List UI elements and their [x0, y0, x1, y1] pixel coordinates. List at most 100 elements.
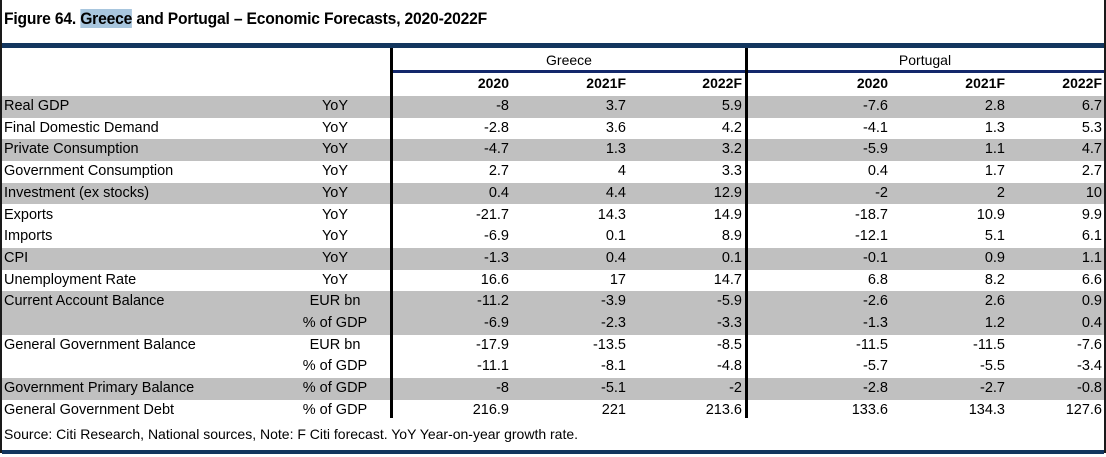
cell-value: -6.9: [484, 315, 509, 331]
row-label: General Government Debt: [4, 401, 175, 418]
cell-value: -4.1: [863, 119, 888, 136]
cell-value: -2: [875, 184, 888, 201]
cell-value: -4.7: [484, 141, 509, 158]
cell-value: 3.3: [721, 163, 742, 180]
cell-value: 134.3: [968, 401, 1005, 418]
cell-value: 2.8: [984, 98, 1005, 114]
cell-value: 5.3: [1081, 119, 1102, 136]
table-row: Current Account Balance EUR bn -11.2 -3.9 -5…: [2, 291, 1104, 313]
row-unit: % of GDP: [302, 315, 368, 331]
table-row: Government Primary Balance % of GDP -8 -5.1…: [2, 378, 1104, 400]
cell-value: 8.2: [984, 271, 1005, 288]
row-label: Private Consumption: [4, 141, 139, 158]
cell-value: 0.4: [1081, 315, 1102, 331]
row-unit: YoY: [321, 249, 349, 266]
table-row: Imports YoY -6.9 0.1 8.9 -12.1 5.1 6.1: [2, 226, 1104, 248]
cell-value: -1.3: [863, 315, 888, 331]
row-label: Current Account Balance: [4, 293, 165, 310]
cell-value: 4.4: [605, 184, 626, 201]
cell-value: -17.9: [475, 336, 509, 353]
cell-value: 4: [617, 163, 626, 180]
cell-value: -5.9: [717, 293, 742, 310]
cell-value: -5.1: [601, 380, 626, 397]
cell-value: -2.7: [980, 380, 1005, 397]
cell-value: -8: [496, 98, 509, 114]
cell-value: 1.2: [984, 315, 1005, 331]
column-divider: [390, 48, 393, 418]
table-row: Private Consumption YoY -4.7 1.3 3.2 -5.9 1.1 4…: [2, 139, 1104, 162]
table-row: General Government Balance EUR bn -17.9 -13…: [2, 335, 1104, 357]
cell-value: 0.4: [605, 249, 626, 266]
cell-value: 4.2: [721, 119, 742, 136]
table-row: CPI YoY -1.3 0.4 0.1 -0.1 0.9 1.1: [2, 247, 1104, 270]
cell-value: 5.1: [984, 228, 1005, 245]
table-row: General Government Debt % of GDP 216.9 221 2…: [2, 400, 1104, 422]
cell-value: -7.6: [863, 98, 888, 114]
cell-value: 221: [601, 401, 626, 418]
cell-value: 3.7: [605, 98, 626, 114]
table-row: % of GDP -6.9 -2.3 -3.3 -1.3 1.2 0.4: [2, 313, 1104, 335]
cell-value: 213.6: [705, 401, 742, 418]
row-label: Imports: [4, 228, 53, 245]
table-row: Unemployment Rate YoY 16.6 17 14.7 6.8 8.2 6.6: [2, 270, 1104, 292]
cell-value: -6.9: [484, 228, 509, 245]
cell-value: -2.8: [863, 380, 888, 397]
cell-value: 127.6: [1065, 401, 1102, 418]
row-label: Final Domestic Demand: [4, 119, 159, 136]
cell-value: 133.6: [851, 401, 888, 418]
year-header: 2020: [477, 75, 509, 91]
row-unit: YoY: [321, 228, 349, 245]
cell-value: -21.7: [475, 206, 509, 223]
cell-value: 1.3: [605, 141, 626, 158]
cell-value: -1.3: [484, 249, 509, 266]
row-unit: % of GDP: [302, 401, 368, 418]
cell-value: 8.9: [721, 228, 742, 245]
cell-value: 2: [996, 184, 1005, 201]
cell-value: 0.9: [1081, 293, 1102, 310]
cell-value: 16.6: [480, 271, 509, 288]
cell-value: -5.9: [863, 141, 888, 158]
row-label: Real GDP: [4, 98, 70, 114]
cell-value: 0.4: [488, 184, 509, 201]
row-unit: EUR bn: [309, 336, 361, 353]
cell-value: 14.3: [597, 206, 626, 223]
cell-value: 0.4: [867, 163, 888, 180]
cell-value: -8: [496, 380, 509, 397]
row-label: Unemployment Rate: [4, 271, 137, 288]
row-label: CPI: [4, 249, 29, 266]
cell-value: -3.4: [1077, 358, 1102, 375]
row-unit: YoY: [321, 184, 349, 201]
title-suffix: and Portugal – Economic Forecasts, 2020-…: [132, 9, 488, 28]
cell-value: 17: [609, 271, 626, 288]
cell-value: -3.3: [717, 315, 742, 331]
cell-value: 1.7: [984, 163, 1005, 180]
cell-value: 6.6: [1081, 271, 1102, 288]
cell-value: -2: [729, 380, 742, 397]
cell-value: -12.1: [854, 228, 888, 245]
cell-value: -8.5: [717, 336, 742, 353]
cell-value: -11.2: [477, 293, 509, 310]
cell-value: -0.8: [1077, 380, 1102, 397]
cell-value: 14.7: [713, 271, 742, 288]
table-row: Final Domestic Demand YoY -2.8 3.6 4.2 -4.1 1.…: [2, 118, 1104, 140]
table-row: % of GDP -11.1 -8.1 -4.8 -5.7 -5.5 -3.4: [2, 356, 1104, 378]
source-note: Source: Citi Research, National sources,…: [4, 426, 579, 442]
group-underline: [748, 70, 1104, 73]
cell-value: -7.6: [1077, 336, 1102, 353]
cell-value: 0.1: [721, 249, 742, 266]
cell-value: -5.7: [863, 358, 888, 375]
cell-value: 2.6: [984, 293, 1005, 310]
cell-value: -2.3: [601, 315, 626, 331]
row-label: Government Consumption: [4, 163, 174, 180]
cell-value: 1.1: [1081, 249, 1102, 266]
cell-value: 2.7: [488, 163, 509, 180]
cell-value: -2.6: [863, 293, 888, 310]
cell-value: -11.1: [477, 358, 509, 375]
cell-value: 2.7: [1081, 163, 1102, 180]
title-highlight: Greece: [80, 9, 133, 28]
row-unit: YoY: [321, 119, 349, 136]
row-unit: YoY: [321, 163, 349, 180]
cell-value: 10.9: [976, 206, 1005, 223]
cell-value: -4.8: [717, 358, 742, 375]
